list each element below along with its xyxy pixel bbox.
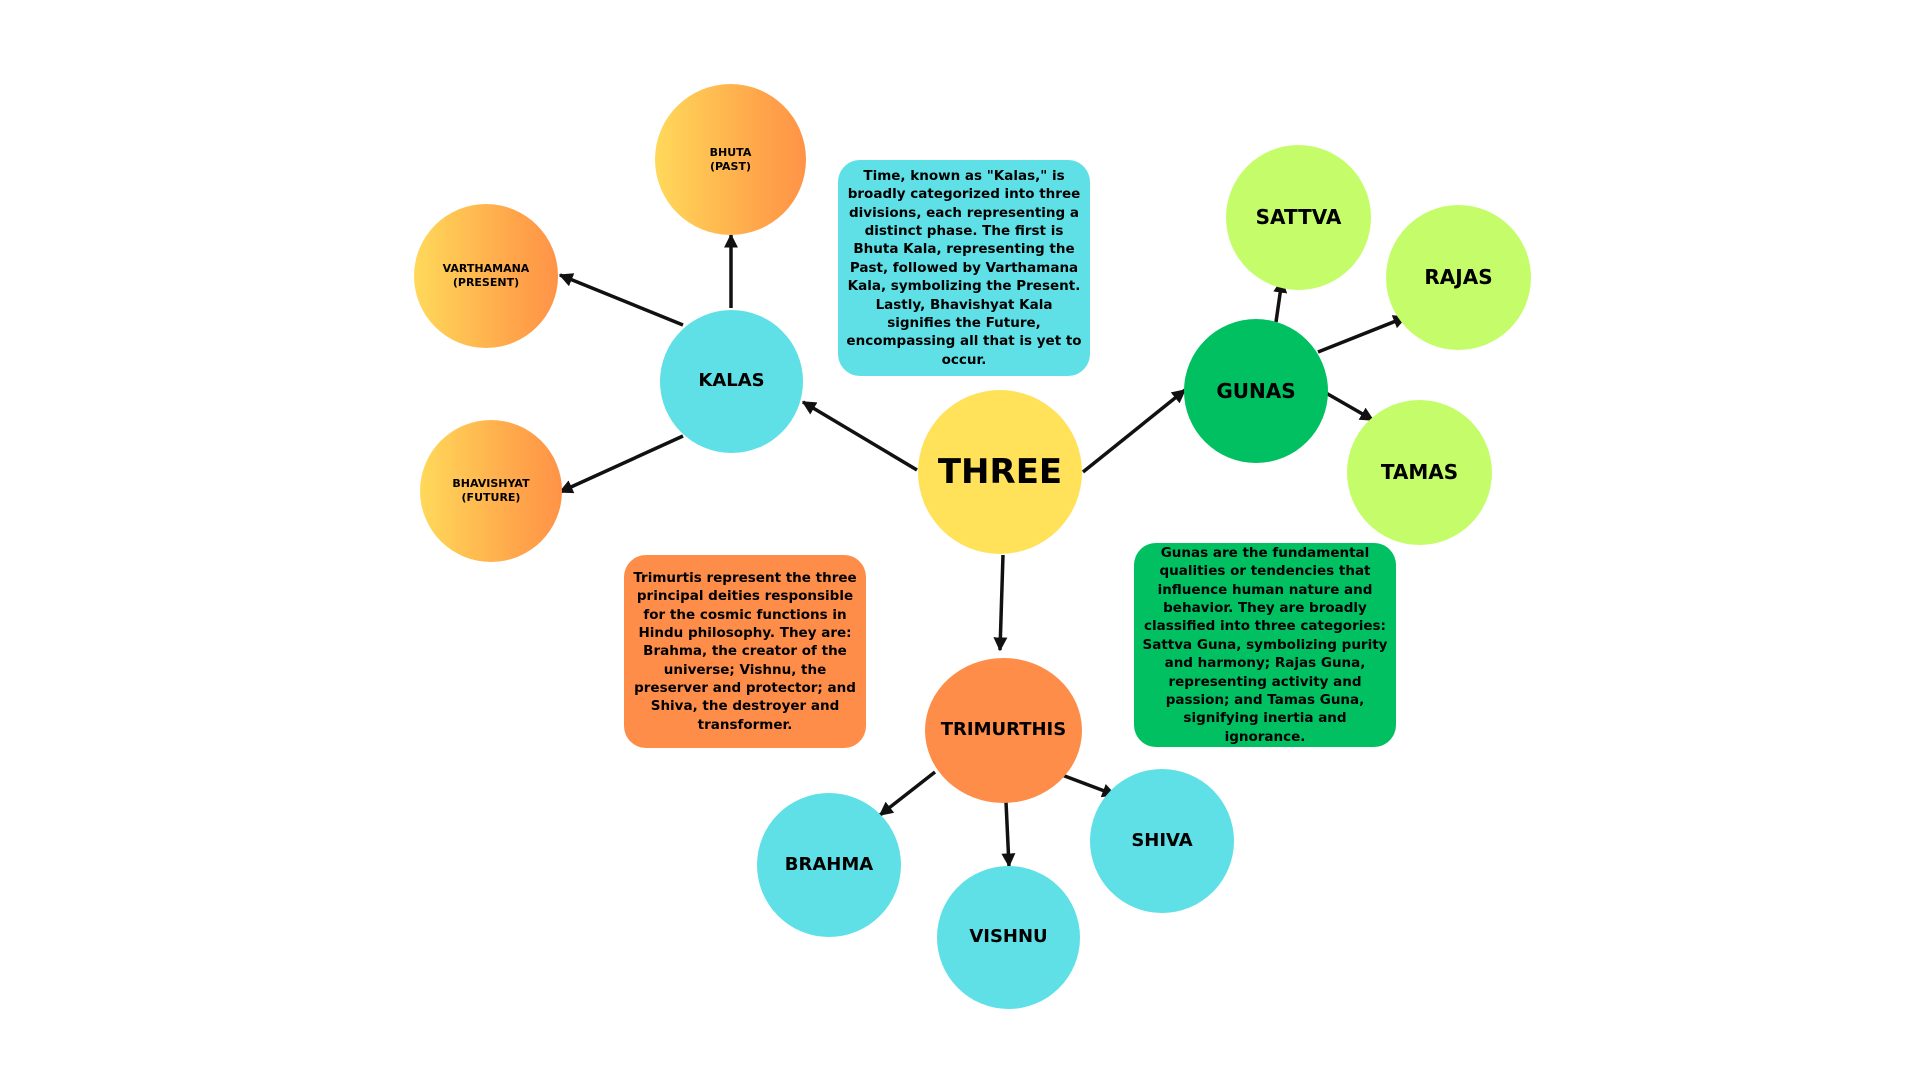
- node-varthamana: VARTHAMANA (PRESENT): [414, 204, 558, 348]
- node-gunas-label: GUNAS: [1216, 378, 1296, 403]
- node-rajas: RAJAS: [1386, 205, 1531, 350]
- gunas-description: Gunas are the fundamental qualities or t…: [1134, 543, 1396, 747]
- kalas-description-text: Time, known as "Kalas," is broadly categ…: [846, 168, 1082, 368]
- node-kalas: KALAS: [660, 310, 803, 453]
- node-tamas-label: TAMAS: [1380, 460, 1459, 484]
- node-brahma-label: BRAHMA: [784, 853, 874, 875]
- node-brahma: BRAHMA: [757, 793, 901, 937]
- node-shiva: SHIVA: [1090, 769, 1234, 913]
- trimurthis-description: Trimurtis represent the three principal …: [624, 555, 866, 748]
- node-varthamana-label: VARTHAMANA (PRESENT): [442, 262, 530, 289]
- arrow-kalas-to-bhavishyat: [558, 434, 684, 494]
- node-three: THREE: [918, 390, 1082, 554]
- node-sattva-label: SATTVA: [1255, 205, 1342, 229]
- node-rajas-label: RAJAS: [1424, 265, 1493, 289]
- arrow-three-to-gunas: [1081, 388, 1187, 474]
- arrow-three-to-trimurthis: [993, 554, 1008, 652]
- node-bhuta: BHUTA (PAST): [655, 84, 806, 235]
- node-three-label: THREE: [937, 451, 1063, 492]
- arrow-gunas-to-tamas: [1325, 391, 1375, 422]
- node-tamas: TAMAS: [1347, 400, 1492, 545]
- trimurthis-description-text: Trimurtis represent the three principal …: [633, 569, 857, 733]
- node-shiva-label: SHIVA: [1131, 829, 1193, 851]
- arrow-gunas-to-rajas: [1317, 315, 1408, 354]
- node-gunas: GUNAS: [1184, 319, 1328, 463]
- arrow-trimurthis-to-brahma: [878, 770, 937, 817]
- node-vishnu: VISHNU: [937, 866, 1080, 1009]
- node-trimurthis-label: TRIMURTHIS: [940, 719, 1067, 741]
- node-bhavishyat: BHAVISHYAT (FUTURE): [420, 420, 562, 562]
- node-bhavishyat-label: BHAVISHYAT (FUTURE): [452, 477, 530, 504]
- node-bhuta-label: BHUTA (PAST): [709, 145, 752, 173]
- arrow-kalas-to-varthamana: [558, 273, 684, 327]
- node-trimurthis: TRIMURTHIS: [925, 658, 1082, 803]
- arrow-trimurthis-to-shiva: [1061, 773, 1117, 798]
- gunas-description-text: Gunas are the fundamental qualities or t…: [1142, 545, 1388, 745]
- node-kalas-label: KALAS: [698, 370, 765, 392]
- arrow-three-to-kalas: [801, 400, 918, 472]
- node-sattva: SATTVA: [1226, 145, 1371, 290]
- arrow-trimurthis-to-vishnu: [1001, 801, 1016, 868]
- node-vishnu-label: VISHNU: [969, 926, 1048, 948]
- kalas-description: Time, known as "Kalas," is broadly categ…: [838, 160, 1090, 376]
